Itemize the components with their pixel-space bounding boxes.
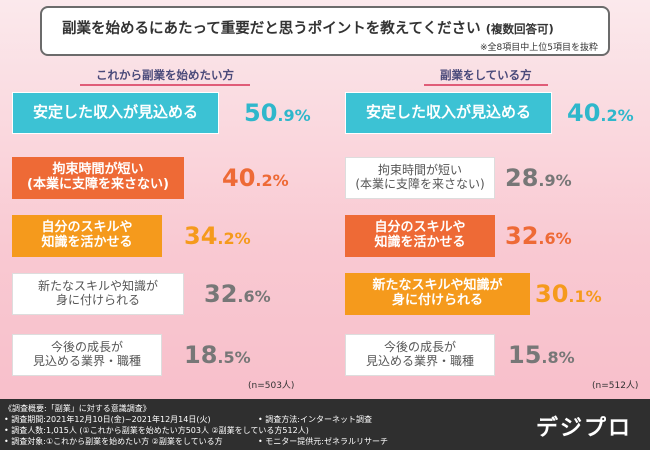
bar-item-left-4: 新たなスキルや知識が 身に付けられる 32.6% xyxy=(12,273,312,319)
bar-label-box: 自分のスキルや 知識を活かせる xyxy=(12,215,162,257)
bar-label-line: (本業に支障を来さない) xyxy=(355,177,485,191)
column-header-right: 副業をしている方 xyxy=(424,68,548,86)
title-box: 副業を始めるにあたって重要だと思うポイントを教えてください (複数回答可) ※全… xyxy=(40,6,610,56)
bar-label: 安定した収入が見込める xyxy=(32,103,198,122)
brand-logo: デジプロ xyxy=(535,416,632,441)
value-decimal: .8% xyxy=(541,348,575,367)
bar-label: 新たなスキルや知識が 身に付けられる xyxy=(372,278,503,309)
value-integer: 30 xyxy=(535,280,569,308)
sample-size-left: (n=503人) xyxy=(248,381,295,391)
bar-label-line: 安定した収入が見込める xyxy=(365,103,531,122)
bar-label-line: 自分のスキルや xyxy=(41,220,133,236)
footer-period: • 調査期間:2021年12月10日(金)~2021年12月14日(火) xyxy=(4,415,211,424)
value-decimal: .2% xyxy=(255,171,289,190)
bar-label-line: 知識を活かせる xyxy=(41,235,133,250)
bar-label: 今後の成長が 見込める業界・職種 xyxy=(365,340,474,369)
bar-value-label: 40.2% xyxy=(222,164,289,192)
footer-target: • 調査対象:①これから副業を始めたい方 ②副業をしている方 xyxy=(4,437,223,446)
bar-label-line: (本業に支障を来さない) xyxy=(27,177,169,192)
bar-label-line: 拘束時間が短い xyxy=(377,163,462,178)
bar-label-line: 新たなスキルや知識が xyxy=(372,278,503,294)
bar-label-line: 安定した収入が見込める xyxy=(32,103,198,122)
chart-title: 副業を始めるにあたって重要だと思うポイントを教えてください (複数回答可) xyxy=(62,17,554,38)
value-integer: 34 xyxy=(184,222,218,250)
value-decimal: .2% xyxy=(217,229,251,248)
bar-label-line: 今後の成長が xyxy=(50,340,123,355)
bar-label: 新たなスキルや知識が 身に付けられる xyxy=(37,279,158,308)
value-decimal: .5% xyxy=(217,348,251,367)
bar-value-label: 28.9% xyxy=(505,164,572,192)
value-integer: 18 xyxy=(184,341,218,369)
title-main: 副業を始めるにあたって重要だと思うポイントを教えてください xyxy=(62,21,481,37)
bar-item-left-3: 自分のスキルや 知識を活かせる 34.2% xyxy=(12,215,312,261)
bar-label-box: 自分のスキルや 知識を活かせる xyxy=(345,215,495,257)
bar-label-box: 新たなスキルや知識が 身に付けられる xyxy=(345,273,530,315)
bar-value-label: 34.2% xyxy=(184,222,251,250)
bar-value-label: 50.9% xyxy=(244,99,311,127)
value-integer: 15 xyxy=(508,341,542,369)
bar-item-right-3: 自分のスキルや 知識を活かせる 32.6% xyxy=(345,215,645,261)
bar-label-line: 今後の成長が xyxy=(383,340,456,355)
bar-label-box: 拘束時間が短い (本業に支障を来さない) xyxy=(12,157,184,199)
bar-item-right-5: 今後の成長が 見込める業界・職種 15.8% xyxy=(345,334,645,380)
bar-label-box: 拘束時間が短い (本業に支障を来さない) xyxy=(345,157,495,199)
value-integer: 40 xyxy=(567,99,601,127)
bar-label: 安定した収入が見込める xyxy=(365,103,531,122)
bar-label-box: 安定した収入が見込める xyxy=(345,92,552,134)
value-decimal: .9% xyxy=(277,106,311,125)
value-integer: 32 xyxy=(505,222,539,250)
value-integer: 32 xyxy=(204,280,238,308)
bar-label: 今後の成長が 見込める業界・職種 xyxy=(32,340,141,369)
bar-item-left-2: 拘束時間が短い (本業に支障を来さない) 40.2% xyxy=(12,157,312,203)
bar-value-label: 18.5% xyxy=(184,341,251,369)
bar-label-line: 拘束時間が短い xyxy=(52,162,144,178)
bar-label-line: 見込める業界・職種 xyxy=(32,354,141,368)
bar-value-label: 15.8% xyxy=(508,341,575,369)
bar-value-label: 32.6% xyxy=(505,222,572,250)
bar-item-right-1: 安定した収入が見込める 40.2% xyxy=(345,92,645,138)
footer: 《調査概要:「副業」に対する意識調査》 • 調査期間:2021年12月10日(金… xyxy=(0,399,650,450)
bar-value-label: 30.1% xyxy=(535,280,602,308)
bar-item-right-4: 新たなスキルや知識が 身に付けられる 30.1% xyxy=(345,273,645,319)
bar-label: 自分のスキルや 知識を活かせる xyxy=(41,220,133,251)
bar-label: 拘束時間が短い (本業に支障を来さない) xyxy=(27,162,169,193)
footer-provider: • モニター提供元:ゼネラルリサーチ xyxy=(258,437,388,446)
value-integer: 28 xyxy=(505,164,539,192)
value-integer: 40 xyxy=(222,164,256,192)
value-decimal: .9% xyxy=(538,171,572,190)
bar-item-left-1: 安定した収入が見込める 50.9% xyxy=(12,92,312,138)
footer-heading: 《調査概要:「副業」に対する意識調査》 xyxy=(4,404,151,413)
value-integer: 50 xyxy=(244,99,278,127)
title-sub: (複数回答可) xyxy=(485,22,554,36)
bar-label-line: 身に付けられる xyxy=(391,293,483,308)
bar-value-label: 32.6% xyxy=(204,280,271,308)
footer-count: • 調査人数:1,015人 (①これから副業を始めたい方503人 ②副業をしてい… xyxy=(4,426,309,435)
bar-label-line: 自分のスキルや xyxy=(374,220,466,236)
footer-method: • 調査方法:インターネット調査 xyxy=(258,415,372,424)
bar-label-box: 今後の成長が 見込める業界・職種 xyxy=(12,334,162,376)
bar-label: 拘束時間が短い (本業に支障を来さない) xyxy=(355,163,485,192)
bar-item-left-5: 今後の成長が 見込める業界・職種 18.5% xyxy=(12,334,312,380)
bar-value-label: 40.2% xyxy=(567,99,634,127)
bar-label-line: 知識を活かせる xyxy=(374,235,466,250)
column-header-left: これから副業を始めたい方 xyxy=(80,68,250,86)
value-decimal: .1% xyxy=(568,287,602,306)
bar-item-right-2: 拘束時間が短い (本業に支障を来さない) 28.9% xyxy=(345,157,645,203)
value-decimal: .6% xyxy=(538,229,572,248)
bar-label-box: 安定した収入が見込める xyxy=(12,92,219,134)
value-decimal: .6% xyxy=(237,287,271,306)
sample-size-right: (n=512人) xyxy=(592,381,639,391)
bar-label-box: 新たなスキルや知識が 身に付けられる xyxy=(12,273,184,315)
bar-label-line: 見込める業界・職種 xyxy=(365,354,474,368)
bar-label: 自分のスキルや 知識を活かせる xyxy=(374,220,466,251)
value-decimal: .2% xyxy=(600,106,634,125)
bar-label-line: 身に付けられる xyxy=(55,293,140,307)
bar-label-line: 新たなスキルや知識が xyxy=(37,279,158,294)
title-note: ※全8項目中上位5項目を抜粋 xyxy=(480,43,598,53)
bar-label-box: 今後の成長が 見込める業界・職種 xyxy=(345,334,495,376)
